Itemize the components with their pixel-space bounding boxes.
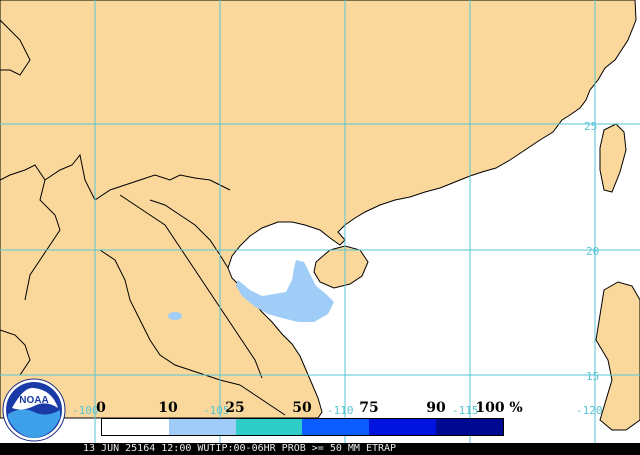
lon-label-105: -105 (203, 404, 230, 417)
lon-label-115: -115 (452, 404, 479, 417)
probability-colorbar (101, 418, 504, 436)
colorbar-tick-25: 25 (225, 400, 245, 416)
colorbar-tick-0: 0 (96, 400, 106, 416)
taiwan-island (599, 123, 627, 193)
colorbar-tick-10: 10 (158, 400, 178, 416)
colorbar-tick-90: 90 (426, 400, 446, 416)
colorbar-unit: % (509, 400, 523, 416)
colorbar-tick-100: 100 (475, 400, 505, 416)
colorbar-swatch-3 (302, 419, 370, 435)
lat-label-15: 15 (586, 370, 599, 383)
grid-lines (0, 0, 640, 443)
colorbar-swatch-2 (235, 419, 303, 435)
probability-area (236, 260, 334, 322)
noaa-logo: NOAA (2, 378, 66, 442)
colorbar-tick-75: 75 (359, 400, 379, 416)
product-caption: 13 JUN 25164 12:00 WUTIP:00-06HR PROB >=… (83, 443, 397, 454)
lake (168, 312, 182, 320)
colorbar-tick-50: 50 (292, 400, 312, 416)
noaa-logo-text: NOAA (19, 395, 48, 406)
map-canvas: 25 20 15 -100 -105 -110 -115 -120 (0, 0, 640, 443)
hainan-island (313, 245, 369, 289)
colorbar-swatch-5 (436, 419, 503, 435)
lon-label-120: -120 (576, 404, 603, 417)
mainland-land (0, 0, 637, 419)
lat-label-20: 20 (586, 245, 599, 258)
status-bar (0, 443, 640, 455)
lon-label-110: -110 (327, 404, 354, 417)
luzon-island (595, 281, 640, 431)
colorbar-swatch-4 (369, 419, 437, 435)
lon-label-100: -100 (72, 404, 99, 417)
colorbar-swatch-1 (168, 419, 236, 435)
borders (0, 19, 286, 416)
lat-label-25: 25 (584, 120, 597, 133)
colorbar-swatch-0 (102, 419, 169, 435)
